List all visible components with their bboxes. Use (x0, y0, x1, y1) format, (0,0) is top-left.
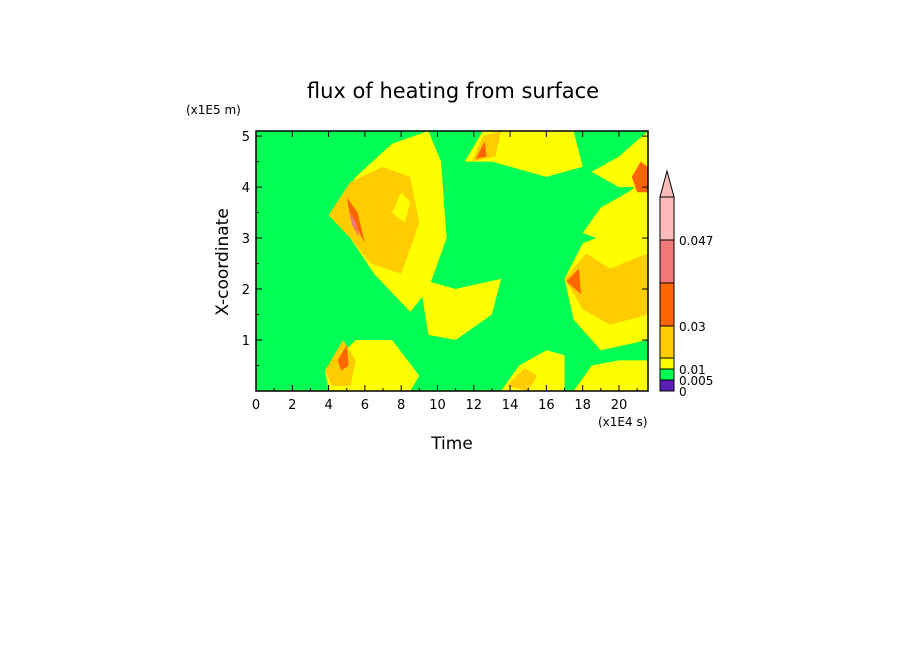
contour-region-3 (348, 210, 360, 239)
x-axis-title: Time (430, 434, 473, 454)
colorbar-label: 0.01 (679, 363, 706, 377)
x-tick-label: 16 (538, 398, 555, 413)
y-axis-title: X-coordinate (213, 208, 233, 316)
x-tick-label: 20 (611, 398, 628, 413)
contour-region-7 (337, 345, 349, 371)
x-tick-label: 4 (324, 398, 332, 413)
y-tick-label: 1 (242, 334, 250, 349)
colorbar-label: 0.005 (679, 374, 713, 388)
y-tick-label: 3 (242, 232, 250, 247)
contour-region-15 (566, 268, 581, 295)
x-tick-label: 10 (429, 398, 446, 413)
x-tick-label: 6 (361, 398, 369, 413)
x-tick-label: 8 (397, 398, 405, 413)
colorbar-label: 0.047 (679, 234, 713, 248)
x-tick-label: 18 (574, 398, 591, 413)
contour-region-4 (419, 278, 501, 340)
y-axis-unit: (x1E5 m) (186, 103, 241, 117)
y-tick-label: 2 (242, 283, 250, 298)
x-tick-label: 12 (466, 398, 483, 413)
colorbar-segment (659, 357, 675, 370)
colorbar-segment (659, 379, 675, 392)
colorbar-segment (659, 368, 675, 381)
plot-frame (255, 130, 649, 392)
contour-regions (325, 131, 648, 391)
contour-region-2 (346, 197, 365, 244)
colorbar-label: 0.03 (679, 320, 706, 334)
chart-title: flux of heating from surface (307, 79, 599, 103)
colorbar-extend-arrow (659, 169, 675, 198)
contour-region-19 (631, 161, 648, 193)
x-tick-label: 2 (288, 398, 296, 413)
colorbar-segment (659, 282, 675, 327)
contour-region-17 (582, 176, 648, 244)
contour-region-14 (564, 253, 648, 325)
y-axis-ticks: 1 2 3 4 5 (242, 130, 648, 367)
contour-region-1 (328, 166, 420, 274)
colorbar-segment (659, 196, 675, 241)
x-tick-label: 14 (502, 398, 519, 413)
contour-region-12 (506, 368, 538, 391)
contour-region-20 (392, 192, 411, 223)
contour-region-18 (591, 131, 648, 188)
y-tick-label: 4 (242, 181, 250, 196)
contour-region-10 (475, 141, 487, 159)
x-axis-unit: (x1E4 s) (598, 415, 647, 429)
colorbar-segment (659, 325, 675, 359)
x-axis-ticks: 0 2 4 6 8 10 12 14 16 18 20 (252, 131, 638, 413)
y-tick-label: 5 (242, 130, 250, 145)
colorbar-label: 0 (679, 385, 687, 399)
contour-region-16 (573, 360, 648, 391)
colorbar-segment (659, 239, 675, 284)
x-tick-label: 0 (252, 398, 260, 413)
